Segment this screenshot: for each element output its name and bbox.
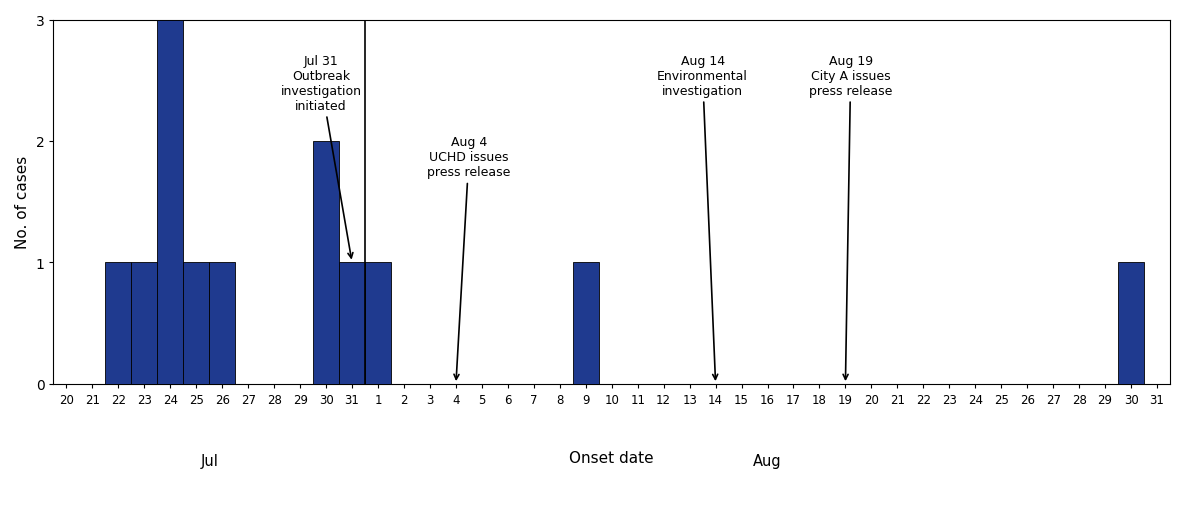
Bar bbox=[313, 142, 339, 384]
Text: Aug: Aug bbox=[754, 454, 782, 468]
Text: Jul 31
Outbreak
investigation
initiated: Jul 31 Outbreak investigation initiated bbox=[281, 54, 361, 259]
Y-axis label: No. of cases: No. of cases bbox=[15, 156, 30, 249]
Bar bbox=[105, 263, 132, 384]
X-axis label: Onset date: Onset date bbox=[570, 450, 654, 466]
Text: Aug 4
UCHD issues
press release: Aug 4 UCHD issues press release bbox=[428, 136, 511, 380]
Bar bbox=[365, 263, 391, 384]
Bar bbox=[158, 20, 184, 384]
Bar bbox=[1119, 263, 1144, 384]
Text: Aug 19
City A issues
press release: Aug 19 City A issues press release bbox=[809, 54, 892, 380]
Bar bbox=[339, 263, 365, 384]
Text: Jul: Jul bbox=[200, 454, 218, 468]
Bar bbox=[210, 263, 235, 384]
Bar bbox=[184, 263, 210, 384]
Bar bbox=[132, 263, 158, 384]
Bar bbox=[572, 263, 598, 384]
Text: Aug 14
Environmental
investigation: Aug 14 Environmental investigation bbox=[658, 54, 748, 380]
